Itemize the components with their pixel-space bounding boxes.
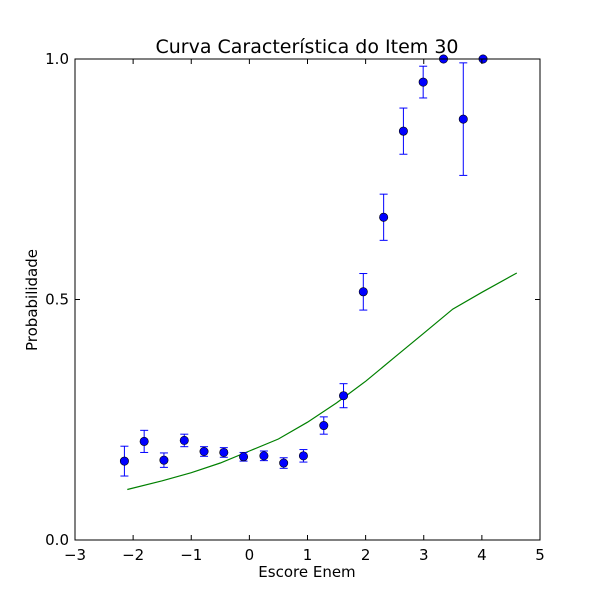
x-tick-label: 0 bbox=[245, 546, 255, 564]
data-marker bbox=[159, 455, 169, 465]
x-tick-label: 1 bbox=[303, 546, 313, 564]
data-point bbox=[179, 433, 189, 448]
data-marker bbox=[319, 421, 329, 431]
x-tick-label: −3 bbox=[64, 546, 86, 564]
data-point bbox=[119, 445, 129, 477]
data-marker bbox=[458, 114, 468, 124]
data-marker bbox=[199, 446, 209, 456]
x-tick-label: −2 bbox=[122, 546, 144, 564]
data-point bbox=[379, 193, 389, 241]
data-marker bbox=[398, 126, 408, 136]
plot-area bbox=[75, 59, 540, 540]
data-point bbox=[418, 65, 428, 99]
y-tick-label: 0.5 bbox=[45, 291, 69, 309]
x-tick-label: −1 bbox=[180, 546, 202, 564]
data-marker bbox=[219, 447, 229, 457]
data-marker bbox=[358, 287, 368, 297]
x-axis-label: Escore Enem bbox=[258, 563, 355, 581]
ticks-layer: −3 −2 −1 0 1 2 3 4 5 0.0 0.5 1.0 bbox=[45, 50, 545, 564]
data-marker bbox=[119, 456, 129, 466]
data-marker bbox=[139, 436, 149, 446]
data-point bbox=[139, 429, 149, 453]
data-marker bbox=[379, 212, 389, 222]
data-point bbox=[458, 62, 468, 176]
data-point bbox=[339, 383, 349, 409]
data-marker bbox=[179, 435, 189, 445]
data-point bbox=[199, 446, 209, 457]
data-point bbox=[159, 452, 169, 468]
data-marker bbox=[279, 458, 289, 468]
data-point bbox=[358, 273, 368, 311]
data-marker bbox=[259, 451, 269, 461]
data-point bbox=[239, 451, 249, 462]
data-point bbox=[398, 107, 408, 155]
data-marker bbox=[418, 77, 428, 87]
data-point bbox=[259, 450, 269, 462]
data-point bbox=[298, 449, 308, 463]
data-marker bbox=[239, 452, 249, 462]
model-curve bbox=[127, 272, 518, 491]
chart-title: Curva Característica do Item 30 bbox=[155, 36, 458, 58]
y-tick-label: 1.0 bbox=[45, 50, 69, 68]
data-point bbox=[319, 416, 329, 435]
y-axis-label: Probabilidade bbox=[23, 249, 41, 351]
x-tick-label: 5 bbox=[535, 546, 545, 564]
x-tick-label: 2 bbox=[361, 546, 371, 564]
x-tick-label: 3 bbox=[419, 546, 429, 564]
data-point bbox=[279, 457, 289, 469]
data-marker bbox=[298, 451, 308, 461]
data-marker bbox=[339, 391, 349, 401]
y-tick-label: 0.0 bbox=[45, 531, 69, 549]
data-point bbox=[219, 447, 229, 458]
x-tick-label: 4 bbox=[477, 546, 487, 564]
